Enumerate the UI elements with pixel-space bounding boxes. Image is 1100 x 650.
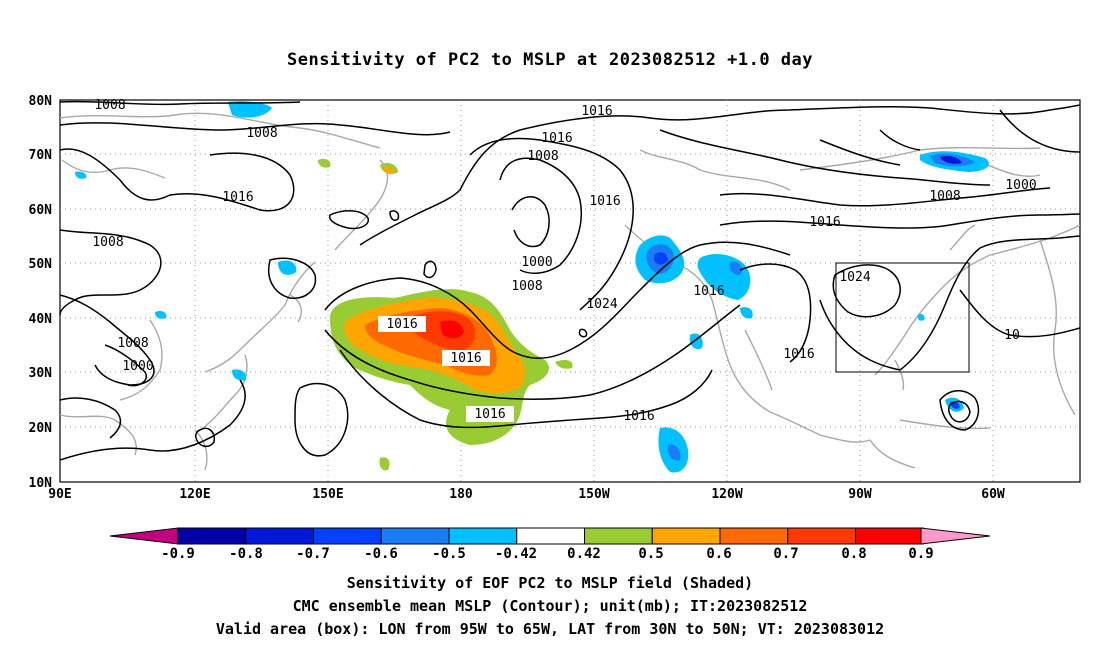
lon-label: 90E [48, 487, 71, 502]
colorbar-box [719, 527, 789, 545]
contour-label: 1016 [783, 347, 814, 362]
footer-line-2: CMC ensemble mean MSLP (Contour); unit(m… [292, 597, 808, 615]
negative-sensitivity-shading [75, 101, 989, 473]
colorbar-box [245, 527, 314, 545]
lat-label: 60N [29, 203, 53, 218]
colorbar-box [584, 527, 653, 545]
contour-label: 1008 [527, 149, 558, 164]
colorbar-label: 0.7 [773, 546, 798, 562]
lon-label: 180 [449, 487, 473, 502]
lat-label: 70N [29, 148, 53, 163]
contour-label: 1016 [581, 104, 612, 119]
lat-label: 20N [29, 421, 53, 436]
map-frame [59, 99, 1081, 483]
colorbar-box [177, 527, 247, 545]
colorbar-label: 0.8 [841, 546, 866, 562]
lon-label: 120W [711, 487, 742, 502]
colorbar-label: 0.42 [567, 546, 601, 562]
contour-label: 1024 [586, 297, 617, 312]
contour-label: 1024 [839, 270, 870, 285]
coastlines [59, 112, 1081, 471]
colorbar-label: -0.5 [432, 546, 466, 562]
colorbar-label: -0.6 [364, 546, 398, 562]
contour-label: 1008 [94, 98, 125, 113]
colorbar-right-arrow [920, 527, 991, 545]
lon-label: 60W [981, 487, 1005, 502]
colorbar-label: -0.42 [495, 546, 537, 562]
mslp-contours [59, 100, 1081, 461]
contour-label: 1016 [623, 409, 654, 424]
colorbar-box [380, 527, 450, 545]
colorbar-label: -0.8 [229, 546, 263, 562]
colorbar-label: -0.9 [161, 546, 195, 562]
colorbar-box [855, 527, 924, 545]
contour-label: 1016 [386, 317, 417, 332]
lon-label: 90W [848, 487, 872, 502]
lon-label: 150E [312, 487, 343, 502]
contour-label: 1000 [122, 359, 153, 374]
colorbar-label: 0.9 [908, 546, 933, 562]
contour-label: 1016 [809, 215, 840, 230]
contour-label: 1016 [450, 351, 481, 366]
contour-labels: 1008 1008 1016 1008 1008 1000 1016 1016 … [92, 98, 1036, 424]
footer-line-1: Sensitivity of EOF PC2 to MSLP field (Sh… [346, 574, 754, 592]
colorbar-left-arrow [109, 527, 179, 545]
contour-label: 1016 [693, 284, 724, 299]
contour-label: 1008 [511, 279, 542, 294]
colorbar-labels: -0.9 -0.8 -0.7 -0.6 -0.5 -0.42 0.42 0.5 … [161, 546, 934, 562]
contour-label: 1016 [541, 131, 572, 146]
lat-label: 10N [29, 476, 53, 491]
longitude-labels: 90E 120E 150E 180 150W 120W 90W 60W [48, 487, 1005, 502]
lat-label: 40N [29, 312, 53, 327]
colorbar-label: 0.5 [638, 546, 663, 562]
chart-title: Sensitivity of PC2 to MSLP at 2023082512… [286, 50, 813, 70]
contour-label: 1016 [589, 194, 620, 209]
lon-label: 120E [179, 487, 210, 502]
valid-area-box [835, 262, 970, 373]
contour-label: 1008 [117, 336, 148, 351]
contour-label: 1000 [521, 255, 552, 270]
lat-label: 30N [29, 366, 53, 381]
contour-label: 10 [1004, 328, 1020, 343]
lat-label: 50N [29, 257, 53, 272]
contour-label: 1008 [929, 189, 960, 204]
colorbar-box [313, 527, 382, 545]
contour-label: 1008 [92, 235, 123, 250]
colorbar-box [516, 527, 585, 545]
contour-label: 1016 [474, 407, 505, 422]
lat-label: 80N [29, 94, 53, 109]
colorbar: -0.9 -0.8 -0.7 -0.6 -0.5 -0.42 0.42 0.5 … [109, 527, 991, 562]
lon-label: 150W [578, 487, 609, 502]
contour-label: 1000 [1005, 178, 1036, 193]
colorbar-box [787, 527, 856, 545]
colorbar-label: -0.7 [296, 546, 330, 562]
contour-label: 1008 [246, 126, 277, 141]
colorbar-box [651, 527, 721, 545]
colorbar-label: 0.6 [706, 546, 731, 562]
latitude-labels: 80N 70N 60N 50N 40N 30N 20N 10N [29, 94, 53, 491]
colorbar-box [448, 527, 518, 545]
contour-label: 1016 [222, 190, 253, 205]
footer-line-3: Valid area (box): LON from 95W to 65W, L… [215, 620, 885, 638]
